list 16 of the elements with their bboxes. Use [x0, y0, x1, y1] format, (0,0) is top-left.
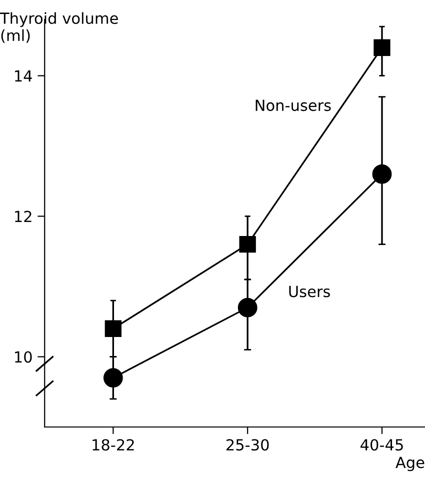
point [103, 368, 123, 388]
y-tick-label: 10 [15, 351, 32, 363]
point [238, 298, 258, 318]
series-label: Users [289, 286, 330, 298]
y-tick-label: 12 [15, 210, 32, 222]
y-tick-label: 14 [15, 70, 32, 82]
point [104, 320, 122, 337]
x-tick-label: 25-30 [226, 439, 269, 451]
series-label: Non-users [256, 100, 331, 112]
y-axis-title: Thyroid volume (ml) [0, 12, 118, 43]
x-tick-label: 40-45 [360, 439, 403, 451]
point [374, 39, 390, 56]
point [372, 164, 392, 184]
point [239, 236, 256, 253]
x-axis-title: Age [396, 456, 424, 472]
x-tick-label: 18-22 [92, 439, 134, 451]
